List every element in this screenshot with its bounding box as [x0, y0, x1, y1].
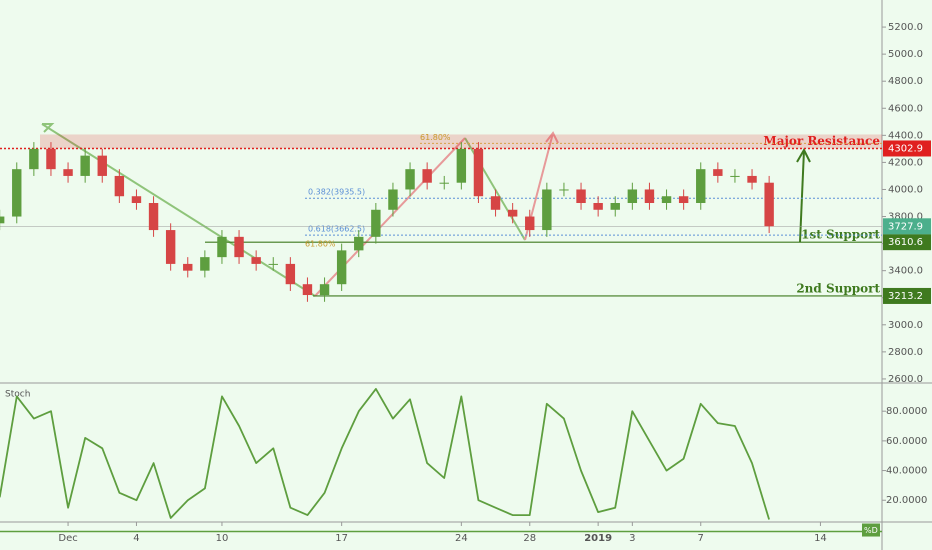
arrow-head: [545, 131, 559, 144]
candle-body: [490, 196, 501, 210]
fib-percent-label: 61.80%: [420, 133, 451, 142]
y-tick-label: 40.0000: [886, 466, 927, 477]
candle-body: [114, 175, 125, 197]
y-tick-label: 4800.0: [888, 76, 923, 87]
y-tick-label: 3800.0: [888, 212, 923, 223]
candle-body: [388, 189, 398, 210]
fib-label: 0.382(3935.5): [308, 188, 365, 197]
candle-body: [131, 196, 142, 204]
level-label: 2nd Support: [796, 281, 880, 295]
candle-body: [422, 169, 432, 183]
price-box-label: 4302.9: [888, 143, 923, 154]
x-tick-label: Dec: [58, 533, 77, 544]
price-box: [883, 218, 931, 235]
target-arrow: [799, 149, 805, 243]
candle-body: [764, 182, 774, 227]
stoch-line: [0, 388, 770, 520]
candle-body: [542, 189, 552, 231]
y-tick-label: 5200.0: [888, 22, 923, 33]
y-tick-label: 4000.0: [888, 184, 923, 195]
x-tick-label: 28: [523, 533, 536, 544]
candle-body: [29, 148, 39, 170]
candle-body: [593, 203, 603, 210]
y-tick-label: 3400.0: [888, 266, 923, 277]
candle-body: [559, 189, 569, 191]
level-label: Major Resistance: [763, 134, 880, 148]
candle-body: [97, 155, 107, 176]
candle-body: [439, 182, 449, 184]
price-box-label: 3610.6: [888, 237, 923, 248]
candle-body: [576, 189, 586, 204]
y-tick-label: 2800.0: [888, 347, 923, 358]
candle-body: [12, 169, 22, 217]
candle-body: [0, 216, 5, 224]
candle-body: [302, 284, 313, 296]
candle-body: [148, 203, 159, 231]
y-tick-label: 3000.0: [888, 320, 923, 331]
candle-body: [627, 189, 638, 204]
y-tick-label: 60.0000: [886, 436, 927, 447]
price-box: [883, 234, 931, 251]
candle-body: [200, 257, 210, 271]
price-box: [883, 140, 931, 157]
x-tick-label: 7: [698, 533, 704, 544]
candle-body: [251, 257, 261, 264]
fib-label: 0.618(3662.5): [308, 225, 365, 234]
arrow-head: [796, 147, 811, 163]
candle-body: [525, 216, 535, 231]
candle-body: [165, 230, 176, 264]
price-box: [883, 287, 931, 304]
x-tick-label: 10: [216, 533, 229, 544]
y-tick-label: 2600.0: [888, 374, 923, 385]
candle-body: [234, 236, 244, 258]
x-tick-label: 4: [133, 533, 139, 544]
candle-body: [371, 209, 381, 237]
arrow-head: [42, 123, 55, 133]
candle-body: [456, 148, 467, 183]
fib-percent-label: 61.80%: [305, 240, 336, 249]
trend-arrow: [41, 123, 316, 297]
legend-label: %D: [864, 526, 878, 535]
candle-body: [319, 284, 330, 296]
x-tick-label: 3: [629, 533, 635, 544]
candle-body: [730, 175, 740, 177]
resistance-zone: [40, 134, 882, 149]
y-tick-label: 5000.0: [888, 49, 923, 60]
candle-body: [217, 236, 227, 258]
candle-body: [46, 148, 56, 170]
x-tick-label: 24: [455, 533, 468, 544]
candle-body: [354, 236, 364, 251]
candle-body: [473, 148, 484, 197]
y-tick-label: 20.0000: [886, 495, 927, 506]
stoch-title: Stoch: [5, 390, 30, 400]
candle-body: [405, 169, 415, 190]
candle-body: [678, 196, 689, 204]
candle-body: [285, 263, 296, 285]
candle-body: [268, 263, 278, 265]
candle-body: [713, 169, 723, 176]
candle-body: [80, 155, 90, 176]
y-tick-label: 4600.0: [888, 103, 923, 114]
legend-box: [862, 523, 880, 537]
x-tick-label: 17: [335, 533, 348, 544]
y-tick-label: 4400.0: [888, 130, 923, 141]
x-tick-label: 2019: [584, 533, 612, 544]
candle-body: [644, 189, 655, 204]
price-box-label: 3727.9: [888, 221, 923, 232]
candle-body: [661, 196, 672, 204]
candle-body: [183, 263, 193, 271]
candle-body: [507, 209, 518, 217]
candle-body: [747, 175, 757, 183]
candle-body: [610, 203, 620, 210]
candle-body: [696, 169, 706, 204]
x-tick-label: 14: [814, 533, 827, 544]
y-tick-label: 80.0000: [886, 406, 927, 417]
price-box-label: 3213.2: [888, 291, 923, 302]
candle-body: [63, 169, 73, 176]
y-tick-label: 4200.0: [888, 157, 923, 168]
candle-body: [336, 250, 347, 285]
level-label: 1st Support: [801, 228, 880, 242]
